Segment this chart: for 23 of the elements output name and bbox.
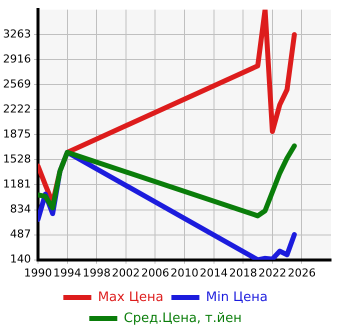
legend-label: Min Цена — [206, 290, 268, 305]
x-tick-label: 1998 — [82, 266, 111, 280]
x-tick-label: 1990 — [24, 266, 52, 280]
y-tick-label: 3263 — [2, 27, 31, 40]
y-tick-label: 2222 — [2, 102, 31, 116]
y-tick-label: 140 — [10, 252, 31, 266]
y-tick-label: 2569 — [2, 78, 31, 91]
y-tick-label: 1875 — [2, 128, 31, 141]
x-tick-label: 2002 — [112, 266, 140, 280]
x-tick-label: 2010 — [170, 266, 198, 280]
x-tick-label: 2022 — [258, 266, 286, 280]
legend-label: Сред.Цена, т.йен — [124, 310, 242, 326]
y-tick-label: 834 — [10, 202, 31, 216]
y-tick-label: 487 — [10, 228, 31, 241]
x-tick-label: 2006 — [141, 266, 170, 280]
x-tick-label: 2014 — [200, 266, 228, 280]
y-tick-label: 2916 — [2, 52, 31, 66]
x-tick-label: 2026 — [288, 266, 316, 280]
x-tick-label: 2018 — [229, 266, 258, 280]
y-tick-label: 1528 — [2, 152, 31, 166]
x-tick-label: 1994 — [53, 266, 82, 280]
legend-label: Max Цена — [98, 290, 164, 305]
y-tick-label: 1181 — [2, 178, 31, 191]
